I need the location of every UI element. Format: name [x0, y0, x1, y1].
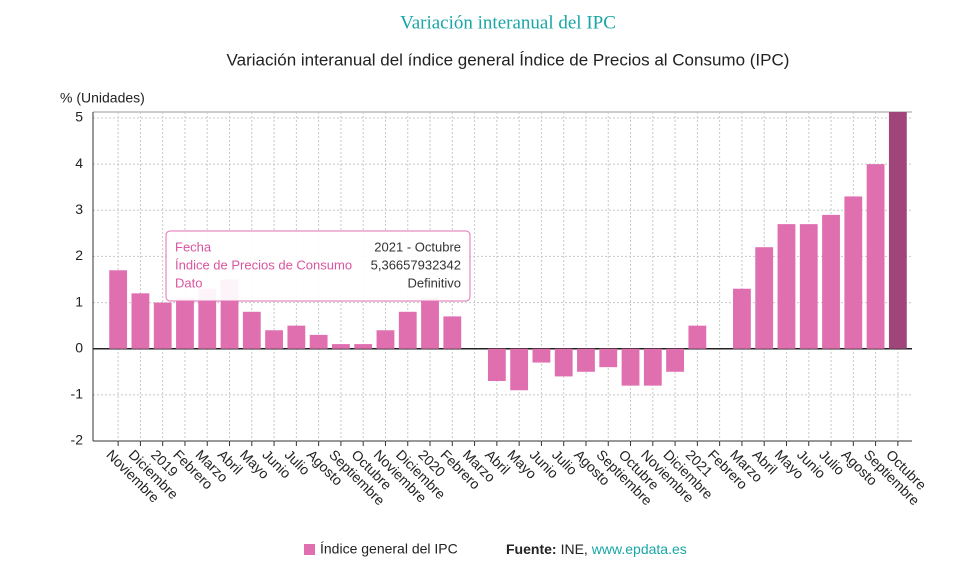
y-tick-label: 4 [75, 155, 83, 171]
bar [844, 196, 863, 349]
y-tick-label: 2 [75, 247, 83, 263]
y-tick-label: 5 [75, 109, 83, 125]
bar [376, 330, 395, 349]
bar [777, 224, 796, 349]
bar [888, 112, 907, 349]
bar [755, 247, 774, 349]
bar [799, 224, 818, 349]
bar [532, 348, 551, 363]
bar [666, 348, 684, 372]
source-link[interactable]: www.epdata.es [591, 541, 687, 557]
bar [265, 330, 283, 349]
tooltip-label: Dato [175, 275, 202, 290]
bar [109, 270, 128, 349]
bar [554, 348, 573, 377]
bar [242, 311, 261, 349]
bar [733, 288, 751, 349]
y-tick-label: 1 [75, 293, 83, 309]
source: Fuente: INE, www.epdata.es [506, 541, 687, 557]
bar [309, 334, 328, 349]
source-name: INE, [561, 541, 588, 557]
bar [688, 325, 707, 349]
y-tick-label: -1 [71, 386, 84, 402]
legend-label: Índice general del IPC [320, 541, 458, 557]
tooltip-value: 5,36657932342 [371, 257, 461, 272]
bar [577, 348, 595, 372]
bar [510, 348, 529, 391]
source-label: Fuente: [506, 541, 557, 557]
bar [176, 297, 194, 349]
bar [822, 214, 840, 349]
bar [131, 293, 150, 349]
bar [643, 348, 662, 386]
tooltip-label: Índice de Precios de Consumo [175, 257, 352, 272]
bar [443, 316, 462, 349]
chart-title: Variación interanual del IPC [400, 12, 616, 33]
tooltip: Fecha 2021 - Octubre Índice de Precios de … [165, 230, 471, 302]
tooltip-box [165, 230, 471, 302]
bar [599, 348, 618, 368]
bar [487, 348, 506, 382]
tooltip-value: 2021 - Octubre [374, 239, 461, 254]
y-tick-label: 3 [75, 201, 83, 217]
y-tick-label: -2 [71, 432, 84, 448]
tooltip-label: Fecha [175, 239, 212, 254]
bar [621, 348, 640, 386]
bar [287, 325, 306, 349]
y-axis-label: % (Unidades) [60, 90, 145, 106]
bar [198, 288, 217, 349]
bar [153, 302, 172, 349]
bar [332, 344, 350, 349]
bar [398, 311, 417, 349]
legend-swatch [304, 544, 315, 555]
bar [866, 164, 885, 349]
y-tick-label: 0 [75, 339, 83, 355]
chart-subtitle: Variación interanual del índice general … [227, 50, 790, 69]
bar [421, 297, 439, 349]
bar [354, 344, 373, 349]
bars [109, 112, 907, 391]
tooltip-value: Definitivo [408, 275, 461, 290]
